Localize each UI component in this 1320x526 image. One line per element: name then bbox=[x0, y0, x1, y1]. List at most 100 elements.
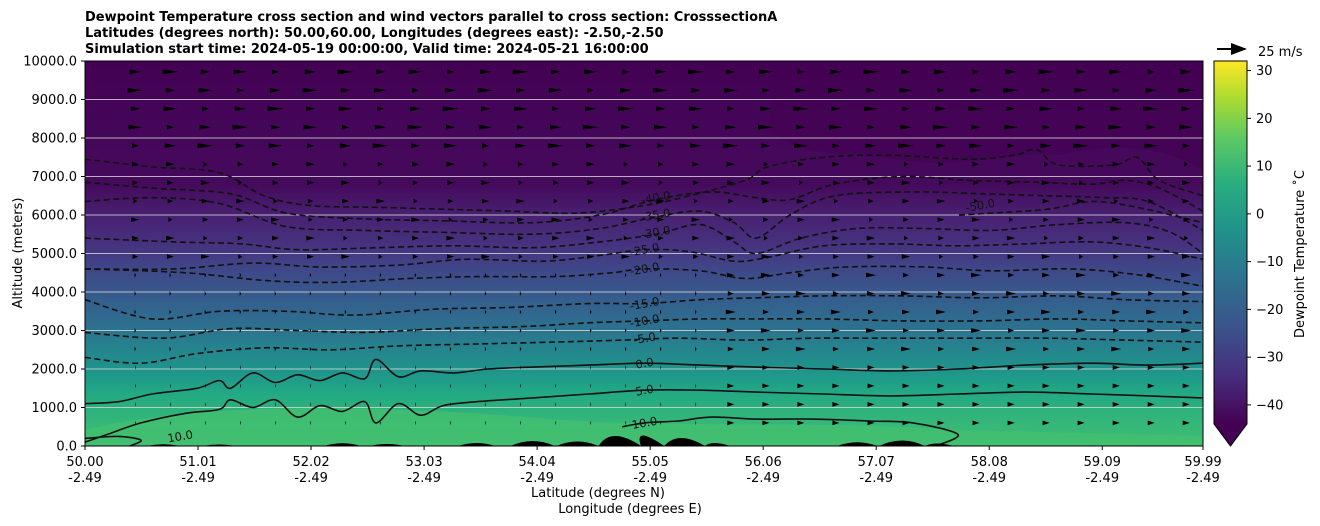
wind-vector bbox=[1007, 309, 1016, 315]
wind-vector bbox=[1181, 272, 1192, 278]
contour-label: 10.0 bbox=[166, 427, 194, 445]
wind-vector bbox=[1008, 328, 1015, 333]
wind-vector bbox=[198, 87, 213, 93]
wind-vector bbox=[867, 254, 875, 259]
wind-vector bbox=[796, 309, 805, 315]
wind-vector bbox=[516, 198, 525, 204]
wind-vector bbox=[901, 254, 911, 259]
x-tick-label-lon: -2.49 bbox=[633, 471, 667, 486]
wind-vector bbox=[832, 161, 840, 167]
wind-vector bbox=[972, 346, 980, 352]
wind-vector bbox=[658, 235, 664, 241]
wind-vector bbox=[131, 161, 139, 167]
wind-vector bbox=[725, 124, 737, 130]
wind-vector bbox=[344, 328, 347, 333]
wind-vector bbox=[972, 383, 980, 389]
wind-vector bbox=[1006, 291, 1017, 296]
title-line-2: Latitudes (degrees north): 50.00,60.00, … bbox=[85, 26, 664, 41]
wind-vector bbox=[901, 69, 911, 75]
wind-vector bbox=[342, 124, 349, 130]
x-axis-label: Latitude (degrees N) bbox=[531, 486, 665, 501]
contour-line bbox=[85, 175, 1203, 224]
x-tick-label-lat: 55.05 bbox=[632, 455, 669, 470]
wind-vector bbox=[763, 217, 769, 222]
wind-vector bbox=[481, 180, 490, 186]
wind-vector bbox=[935, 106, 947, 112]
wind-vector bbox=[657, 143, 665, 149]
wind-vector bbox=[484, 291, 487, 296]
contour-line bbox=[85, 435, 142, 446]
wind-vector bbox=[170, 365, 171, 370]
wind-vector bbox=[233, 69, 248, 75]
wind-vector bbox=[971, 328, 981, 333]
wind-vector bbox=[620, 87, 632, 93]
x-tick-label-lat: 58.08 bbox=[971, 455, 1008, 470]
wind-vector bbox=[205, 383, 206, 389]
wind-vector bbox=[692, 124, 700, 130]
wind-vector bbox=[693, 254, 699, 259]
wind-vector bbox=[236, 87, 244, 93]
wind-vector bbox=[270, 124, 281, 130]
wind-vector bbox=[695, 346, 697, 352]
contour-labels: -50.0 -40.0-35.0-30.0-25.0-20.0 -15.0-10.0… bbox=[166, 188, 996, 445]
wind-vector bbox=[239, 272, 242, 278]
contour-line bbox=[85, 337, 1203, 365]
contour-label: 10.0 bbox=[631, 414, 659, 432]
wind-vector bbox=[968, 106, 984, 112]
wind-vector bbox=[936, 198, 946, 204]
wind-vector bbox=[798, 161, 804, 167]
wind-vector bbox=[797, 365, 805, 370]
wind-vector bbox=[1113, 254, 1119, 259]
wind-vector bbox=[1147, 69, 1155, 75]
wind-vector bbox=[590, 328, 592, 333]
wind-vector bbox=[415, 420, 416, 426]
wind-vector bbox=[274, 309, 277, 315]
wind-vector bbox=[380, 402, 381, 407]
wind-vector bbox=[134, 346, 137, 352]
wind-vector bbox=[519, 328, 522, 333]
contour-line bbox=[85, 317, 1203, 340]
wind-vector bbox=[449, 291, 452, 296]
x-tick-label-lon: -2.49 bbox=[746, 471, 780, 486]
colorbar: −40 −30 −20 −10 0 10 20 30 Dewpoint Temperature… bbox=[1213, 60, 1308, 447]
wind-vector bbox=[450, 365, 451, 370]
wind-vector bbox=[197, 143, 214, 149]
wind-vector bbox=[1147, 180, 1155, 186]
wind-vector bbox=[484, 309, 487, 315]
colorbar-extend-min bbox=[1214, 424, 1247, 446]
wind-vector bbox=[692, 161, 700, 167]
colorbar-label: Dewpoint Temperature ˚C bbox=[1292, 170, 1308, 338]
wind-vector bbox=[238, 180, 243, 186]
wind-vector bbox=[727, 254, 735, 259]
wind-vector bbox=[1112, 87, 1120, 93]
wind-vector bbox=[586, 143, 596, 149]
wind-vector bbox=[590, 291, 592, 296]
wind-vector bbox=[443, 143, 458, 149]
wind-vector bbox=[1184, 235, 1189, 241]
wind-vector bbox=[867, 291, 875, 296]
wind-vector bbox=[762, 383, 770, 389]
wind-vector bbox=[201, 180, 210, 186]
wind-vector bbox=[1178, 87, 1195, 93]
contour-label: -50.0 bbox=[964, 196, 996, 215]
wind-vector bbox=[1112, 402, 1120, 407]
wind-vector bbox=[695, 420, 697, 426]
wind-vector bbox=[1040, 143, 1052, 149]
wind-vector bbox=[1044, 161, 1049, 167]
grid-lines bbox=[85, 61, 1203, 408]
wind-vector bbox=[1077, 106, 1085, 112]
wind-vector bbox=[1112, 365, 1120, 370]
y-tick-label: 5000.0 bbox=[32, 247, 78, 262]
wind-vector bbox=[586, 235, 595, 241]
wind-vector bbox=[1078, 309, 1085, 315]
wind-vector bbox=[551, 69, 561, 75]
wind-vector bbox=[131, 217, 140, 222]
wind-vector bbox=[762, 198, 770, 204]
wind-vector bbox=[376, 69, 386, 75]
wind-vector bbox=[169, 272, 172, 278]
wind-vector bbox=[237, 161, 244, 167]
wind-vector bbox=[1146, 161, 1156, 167]
wind-vector bbox=[268, 143, 283, 149]
colorbar-tick-label: 30 bbox=[1256, 64, 1273, 79]
wind-vector bbox=[658, 161, 664, 167]
